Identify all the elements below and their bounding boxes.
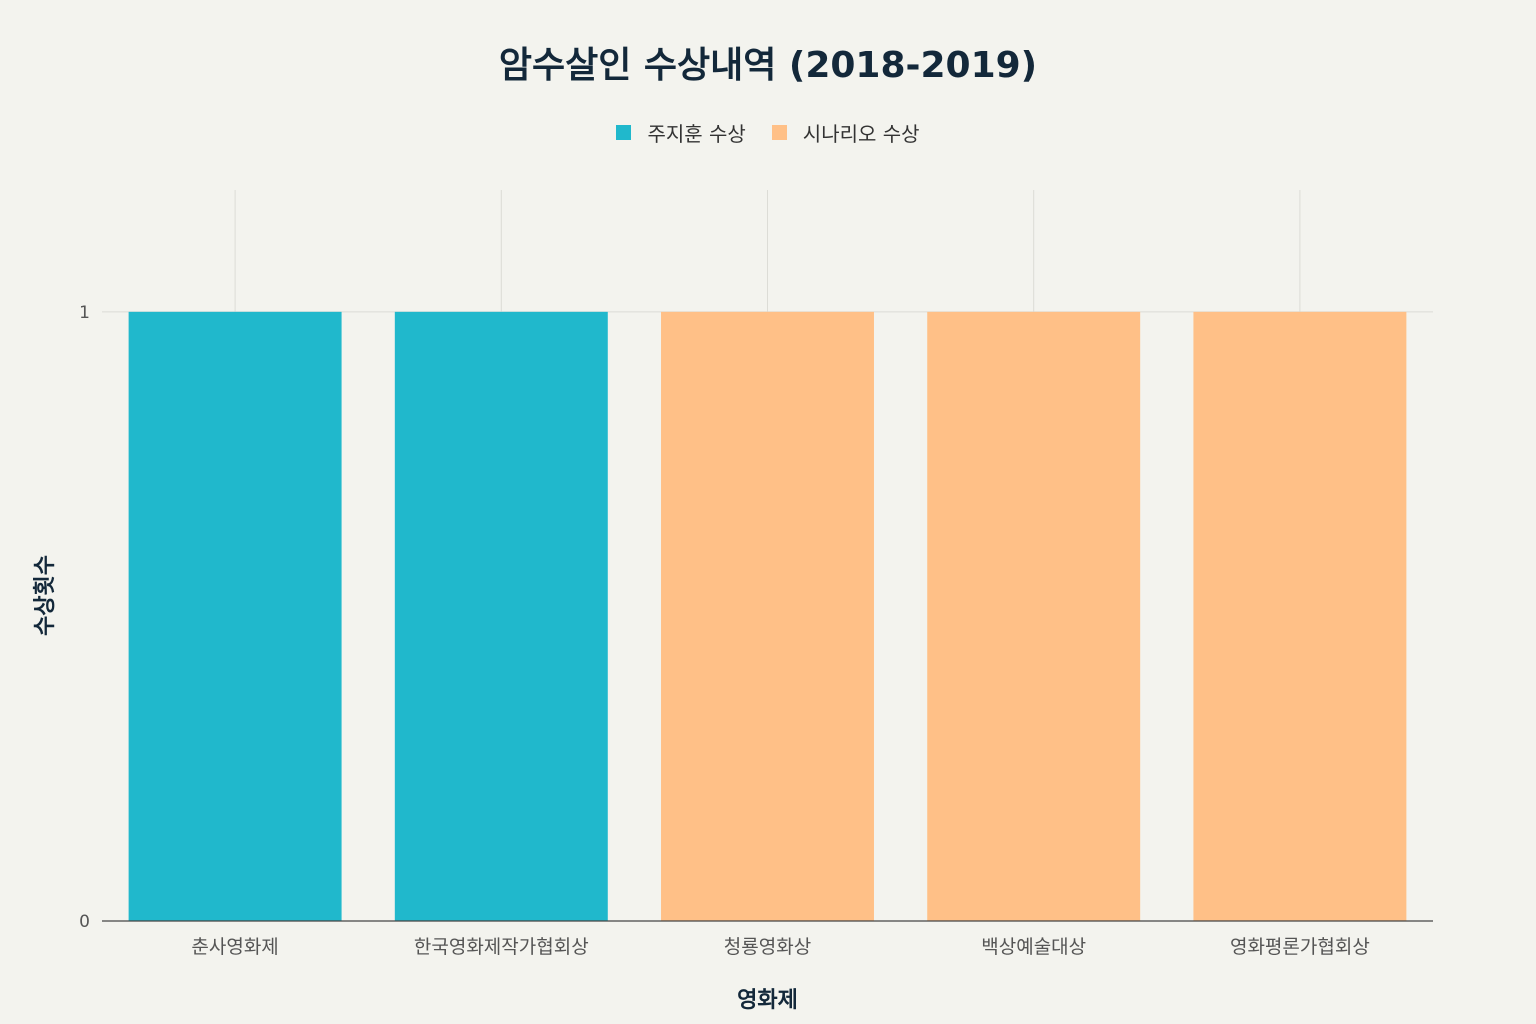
x-tick-label: 청룡영화상 <box>724 936 811 958</box>
x-axis-title: 영화제 <box>737 988 798 1013</box>
bar-series-1-2 <box>661 311 874 921</box>
legend-item-series-1[interactable]: 시나리오 수상 <box>771 118 920 147</box>
x-tick-label: 백상예술대상 <box>981 936 1086 958</box>
legend-item-series-0[interactable]: 주지훈 수상 <box>616 118 746 147</box>
x-tick-label: 영화평론가협회상 <box>1230 936 1370 958</box>
bar-series-1-4 <box>1193 311 1407 921</box>
x-tick-label: 한국영화제작가협회상 <box>414 936 589 958</box>
legend: 주지훈 수상 시나리오 수상 <box>0 118 1536 147</box>
y-axis-title: 수상횟수 <box>33 555 58 636</box>
bar-series-0-0 <box>128 311 342 921</box>
x-tick-label: 춘사영화제 <box>191 936 278 958</box>
legend-label-series-0: 주지훈 수상 <box>647 122 746 146</box>
bar-series-0-1 <box>394 311 608 921</box>
y-tick-label: 1 <box>79 303 90 323</box>
bar-series-1-3 <box>927 311 1141 921</box>
legend-swatch-series-0 <box>616 125 632 140</box>
chart-title: 암수살인 수상내역 (2018-2019) <box>498 45 1038 86</box>
legend-swatch-series-1 <box>771 125 787 140</box>
y-tick-label: 0 <box>79 912 90 932</box>
legend-label-series-1: 시나리오 수상 <box>802 122 920 146</box>
